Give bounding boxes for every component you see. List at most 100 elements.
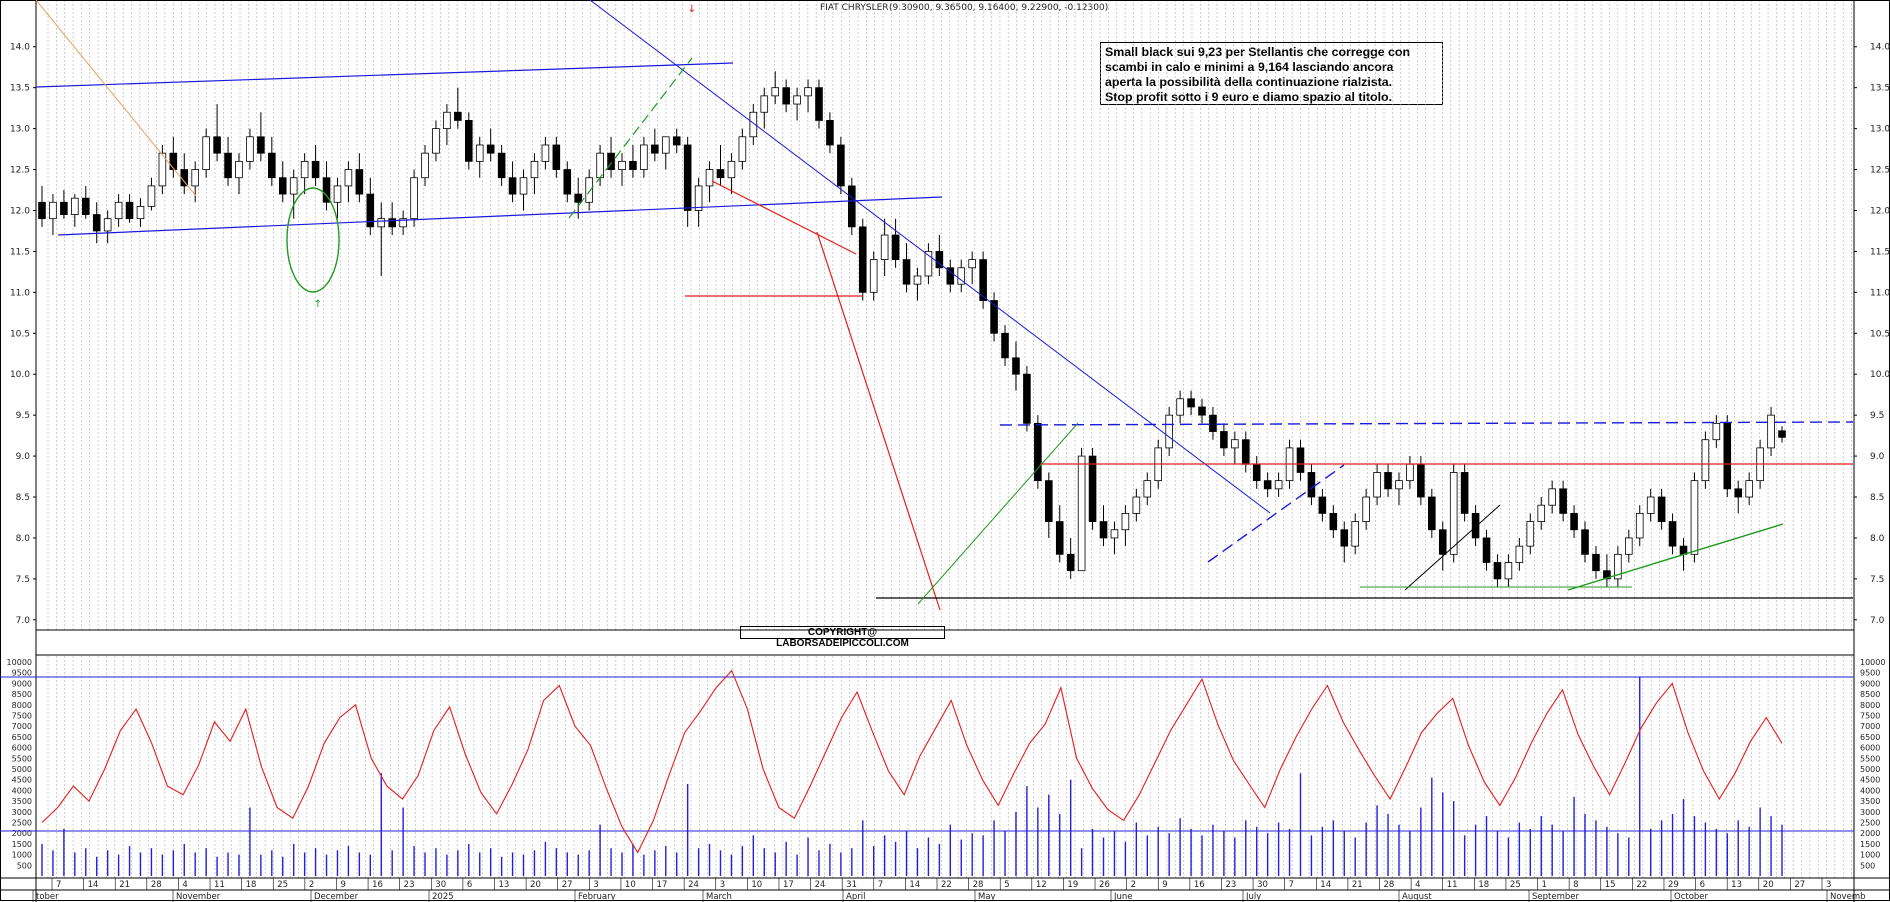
candle-body xyxy=(410,177,418,220)
candle-body xyxy=(574,193,583,203)
candle-body xyxy=(147,185,156,207)
candle-body xyxy=(1603,570,1611,580)
candle-body xyxy=(136,205,145,220)
day-tick-label: 17 xyxy=(783,880,794,890)
candle-body xyxy=(1209,414,1217,432)
price-tick-label: 11.0 xyxy=(10,288,30,298)
volume-tick-label: 1000 xyxy=(1860,851,1880,860)
day-tick-label: 12 xyxy=(1036,880,1047,890)
candle-body xyxy=(596,152,604,179)
price-tick-label: 8.5 xyxy=(16,493,30,503)
candle-body xyxy=(552,144,561,170)
price-tick-label: 14.0 xyxy=(10,43,30,53)
volume-tick-label: 2000 xyxy=(1860,829,1880,838)
candle-body xyxy=(585,177,593,203)
candle-body xyxy=(49,201,57,220)
volume-tick-label: 6000 xyxy=(12,744,32,753)
day-tick-label: 22 xyxy=(1636,880,1647,890)
candle-body xyxy=(738,136,747,162)
candle-body xyxy=(1690,480,1699,555)
candle-body xyxy=(1296,447,1305,473)
candle-body xyxy=(180,169,189,187)
volume-tick-label: 7000 xyxy=(1860,722,1880,731)
candle-body xyxy=(672,136,681,146)
day-tick-label: 18 xyxy=(1478,880,1489,890)
volume-tick-label: 3500 xyxy=(1860,797,1880,806)
day-tick-label: 6 xyxy=(1700,880,1705,890)
day-tick-label: 27 xyxy=(562,880,573,890)
candle-body xyxy=(563,169,572,195)
price-tick-label: 7.5 xyxy=(16,575,30,585)
candle-body xyxy=(38,201,46,220)
candle-body xyxy=(1241,439,1250,465)
day-tick-label: 2 xyxy=(1131,880,1136,890)
candle-body xyxy=(388,218,396,228)
candle-body xyxy=(1384,472,1392,490)
volume-tick-label: 3000 xyxy=(1860,808,1880,817)
price-tick-label: 13.5 xyxy=(10,84,30,94)
candle-body xyxy=(1646,496,1655,514)
candle-body xyxy=(749,111,758,138)
downtrend-line xyxy=(589,0,1271,514)
candle-body xyxy=(891,234,900,260)
month-tick-label: tober xyxy=(36,892,59,902)
day-tick-label: 4 xyxy=(1415,880,1420,890)
candle-body xyxy=(1307,472,1316,498)
candle-body xyxy=(1548,488,1556,506)
candle-body xyxy=(289,177,298,195)
candle-body xyxy=(1263,480,1272,490)
candle-body xyxy=(793,95,801,105)
price-tick-label: 7.0 xyxy=(16,616,31,626)
day-tick-label: 19 xyxy=(1067,880,1078,890)
candle-body xyxy=(1055,521,1064,555)
day-tick-label: 25 xyxy=(1510,880,1521,890)
price-tick-label: 9.5 xyxy=(1870,411,1884,421)
price-tick-label: 10.0 xyxy=(1870,370,1890,380)
price-tick-label: 8.5 xyxy=(1870,493,1884,503)
price-tick-label: 13.0 xyxy=(1870,125,1890,135)
channel-top-line xyxy=(35,62,734,88)
price-tick-label: 11.5 xyxy=(10,247,30,257)
price-tick-label: 9.5 xyxy=(16,411,30,421)
day-tick-label: 7 xyxy=(56,880,61,890)
volume-tick-label: 2500 xyxy=(1860,819,1880,828)
grid xyxy=(47,0,1852,878)
candle-body xyxy=(1045,480,1053,522)
trend-lines: ↑↓ xyxy=(35,0,1854,611)
candle-body xyxy=(1428,496,1436,531)
day-tick-label: 10 xyxy=(751,880,762,890)
candle-body xyxy=(1581,529,1589,555)
candle-body xyxy=(1723,422,1732,490)
candle-body xyxy=(1537,504,1546,522)
candle-body xyxy=(1592,553,1600,572)
candle-body xyxy=(968,259,976,269)
candle-body xyxy=(60,201,68,215)
candle-body xyxy=(1745,480,1753,498)
day-tick-label: 3 xyxy=(720,880,725,890)
price-tick-label: 13.0 xyxy=(10,125,30,135)
day-tick-label: 23 xyxy=(404,880,415,890)
volume-tick-label: 500 xyxy=(17,861,32,870)
price-tick-label: 10.5 xyxy=(10,329,30,339)
day-tick-label: 20 xyxy=(1763,880,1774,890)
candle-body xyxy=(1351,521,1359,547)
day-tick-label: 16 xyxy=(372,880,383,890)
candle-body xyxy=(1668,521,1677,547)
candle-body xyxy=(300,160,309,179)
candle-body xyxy=(224,152,232,179)
up-arrow-icon: ↑ xyxy=(314,299,322,310)
candle-body xyxy=(1099,521,1108,539)
candle-body xyxy=(191,169,199,187)
candle-body xyxy=(1635,512,1644,539)
note-line-2: scambi in calo e minimi a 9,164 lasciand… xyxy=(1105,60,1394,74)
day-tick-label: 25 xyxy=(277,880,288,890)
volume-tick-label: 5500 xyxy=(1860,754,1880,763)
candle-body xyxy=(683,144,692,211)
day-tick-label: 11 xyxy=(1447,880,1458,890)
volume-tick-label: 8500 xyxy=(1860,690,1880,699)
candle-body xyxy=(1121,512,1130,531)
candle-body xyxy=(278,177,287,195)
day-tick-label: 3 xyxy=(593,880,598,890)
candle-body xyxy=(103,218,112,232)
